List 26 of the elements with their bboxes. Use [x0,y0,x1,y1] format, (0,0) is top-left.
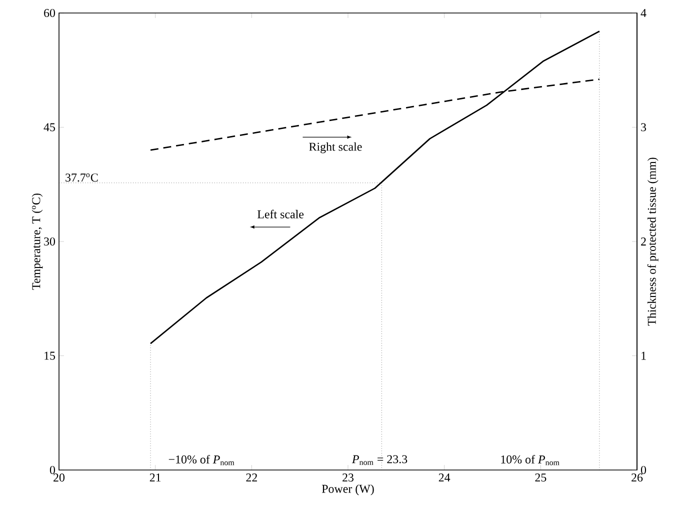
annotation: Left scale [258,210,304,218]
y-axis-title: Temperature, T ($^{o}$C) [32,194,43,290]
y2-tick-label: 4 [640,9,646,17]
annotation: Right scale [309,142,362,154]
annotation: 37.7$^{o}$C [66,173,98,182]
annotation: −10% of P$_{nom}$ [168,454,234,466]
x-tick-label: 26 [632,474,643,482]
y-tick-label: 30 [44,237,56,246]
y2-tick-label: 1 [642,352,646,360]
x-tick-label: 20 [54,474,65,482]
x-tick-label: 25 [535,474,546,482]
annotation: 10% of P$_{nom}$ [501,454,560,466]
y-tick-label: 45 [44,123,56,132]
y2-axis-title: Thickness of protected tissue (mm) [647,158,658,326]
x-tick-label: 22 [246,474,257,482]
x-tick-label: 23 [342,474,354,482]
y-tick-label: 0 [50,466,56,474]
x-tick-label: 24 [438,474,450,482]
y2-tick-label: 0 [640,466,646,474]
y-tick-label: 15 [44,352,56,360]
y2-tick-label: 2 [641,238,646,246]
x-axis-title: Power (W) [322,484,374,496]
annotation: P$_{nom}$ = 23.3 [352,455,408,465]
y-tick-label: 60 [44,8,56,18]
x-tick-label: 21 [150,474,161,482]
y2-tick-label: 3 [641,123,646,132]
